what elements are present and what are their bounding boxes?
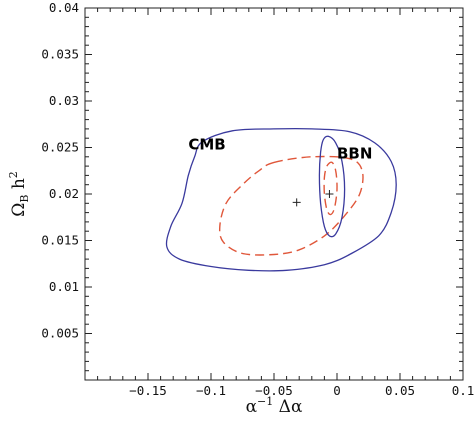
contour-bbn-inner bbox=[323, 161, 338, 216]
best-fit-marker bbox=[325, 190, 334, 198]
x-axis-label: α−1 Δα bbox=[246, 395, 303, 417]
y-tick-label: 0.03 bbox=[49, 93, 79, 108]
y-tick-label: 0.025 bbox=[41, 140, 79, 155]
plot-frame bbox=[84, 7, 464, 381]
y-axis-label: ΩB h2 bbox=[7, 171, 31, 217]
y-tick-label: 0.005 bbox=[41, 326, 79, 341]
contour-bbn-outer bbox=[318, 135, 346, 238]
x-tick-label: −0.1 bbox=[196, 383, 226, 398]
annotation-bbn: BBN bbox=[337, 145, 372, 163]
x-tick-label: 0.1 bbox=[452, 383, 474, 398]
annotations: CMB BBN bbox=[188, 135, 372, 162]
contour-lines bbox=[165, 127, 397, 272]
y-tick-label: 0.04 bbox=[49, 0, 79, 15]
y-tick-label: 0.035 bbox=[41, 47, 79, 62]
best-fit-markers bbox=[292, 190, 334, 207]
annotation-cmb: CMB bbox=[188, 135, 225, 153]
x-tick-label: 0 bbox=[333, 383, 341, 398]
x-tick-label: 0.05 bbox=[385, 383, 415, 398]
tick-marks bbox=[84, 7, 464, 381]
y-tick-label: 0.01 bbox=[49, 279, 79, 294]
contour-cmb-outer bbox=[165, 127, 397, 272]
svg-text:ΩB h2: ΩB h2 bbox=[7, 171, 31, 217]
svg-text:α−1 Δα: α−1 Δα bbox=[246, 395, 303, 417]
x-tick-label: −0.15 bbox=[129, 383, 167, 398]
x-tick-label: −0.05 bbox=[255, 383, 293, 398]
tick-labels: −0.15 −0.1 −0.05 0 0.05 0.1 0.005 0.01 0.015 0.02… bbox=[41, 0, 474, 398]
y-tick-label: 0.02 bbox=[49, 186, 79, 201]
best-fit-marker bbox=[292, 198, 301, 207]
y-tick-label: 0.015 bbox=[41, 233, 79, 248]
contour-cmb-inner bbox=[218, 155, 364, 256]
